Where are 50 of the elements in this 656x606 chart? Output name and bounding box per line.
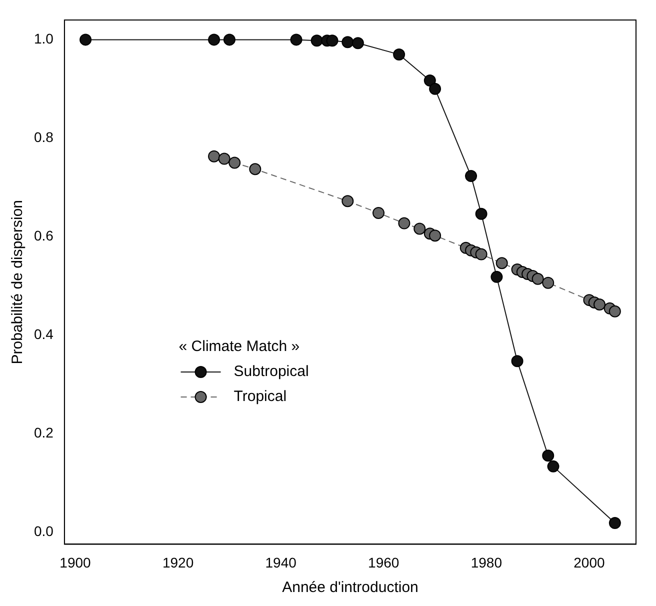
point: [465, 170, 478, 182]
point: [608, 305, 621, 318]
legend-label: Subtropical: [234, 363, 309, 380]
point: [372, 206, 384, 219]
point: [208, 150, 220, 162]
point: [398, 217, 410, 230]
x-tick-label: 1980: [470, 554, 502, 570]
x-tick-label: 1960: [368, 554, 400, 570]
point: [310, 34, 323, 47]
point: [429, 82, 442, 95]
point: [542, 276, 554, 289]
point: [249, 163, 262, 176]
x-tick-label: 1900: [60, 554, 92, 570]
y-axis-title: Probabilité de dispersion: [9, 200, 26, 364]
x-tick-label: 1920: [162, 554, 194, 570]
y-tick-label: 0.2: [34, 424, 54, 440]
y-tick-label: 0.0: [34, 522, 54, 539]
legend-label: Tropical: [234, 388, 287, 406]
point: [218, 152, 230, 165]
point: [228, 156, 241, 169]
point: [326, 34, 338, 47]
y-tick-label: 0.8: [34, 128, 54, 145]
point: [290, 34, 302, 46]
point: [429, 230, 442, 242]
point: [352, 37, 364, 50]
point: [424, 74, 436, 87]
point: [608, 517, 621, 530]
y-tick-label: 1.0: [34, 30, 54, 47]
point: [475, 208, 488, 220]
y-tick-label: 0.6: [34, 227, 54, 244]
x-tick-label: 1940: [265, 554, 297, 570]
y-tick-label: 0.4: [34, 326, 54, 342]
point: [547, 460, 560, 472]
point: [393, 48, 406, 60]
point: [414, 222, 426, 235]
point: [532, 272, 544, 285]
x-tick-label: 2000: [574, 554, 606, 570]
x-axis-title: Année d'introduction: [282, 579, 418, 596]
point: [342, 195, 354, 208]
point: [594, 298, 606, 310]
point: [208, 34, 220, 46]
point: [223, 34, 236, 46]
point: [511, 355, 524, 368]
point: [490, 270, 503, 283]
point: [80, 34, 92, 46]
point: [496, 257, 508, 270]
legend-title: « Climate Match »: [178, 338, 300, 356]
point: [475, 248, 488, 260]
point: [542, 450, 554, 462]
point: [342, 36, 354, 48]
